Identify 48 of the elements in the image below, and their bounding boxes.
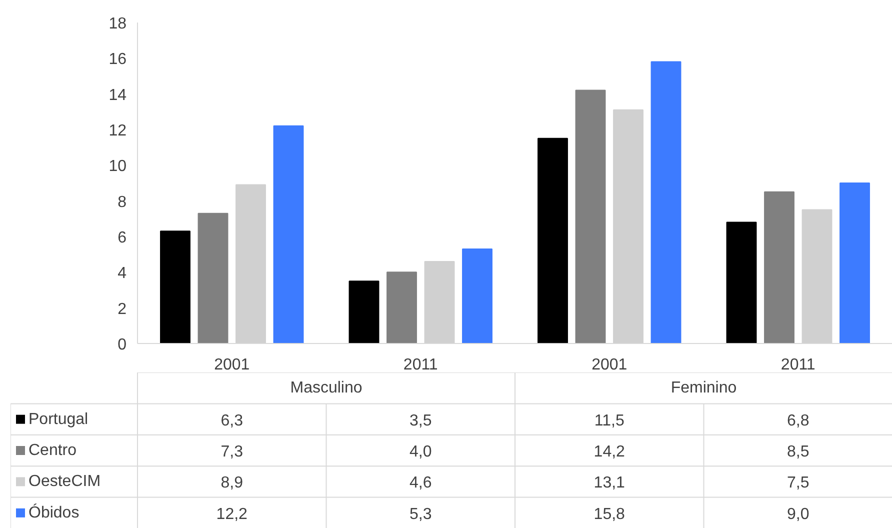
text: Feminino	[670, 380, 737, 397]
bar	[726, 222, 757, 344]
x-tick-label: 2011	[403, 356, 438, 374]
legend-label: OesteCIM	[28, 473, 101, 490]
data-label: 12,2	[216, 506, 248, 523]
data-label: 4,0	[410, 444, 432, 460]
data-label: 14,2	[594, 444, 626, 460]
y-tick-label: 12	[108, 122, 127, 140]
data-label: 15,8	[594, 506, 626, 523]
bar	[764, 191, 794, 344]
data-label: 7,3	[220, 444, 244, 460]
y-tick-label: 8	[118, 194, 127, 211]
y-tick-label: 0	[118, 336, 127, 354]
x-tick-label: 2011	[780, 356, 816, 374]
data-label: 13,1	[594, 474, 626, 492]
data-label: 5,3	[410, 506, 432, 523]
data-label: 6,3	[220, 412, 244, 430]
y-tick-label: 4	[118, 265, 127, 282]
text: Masculino	[290, 380, 362, 397]
data-label: 6,8	[787, 412, 810, 430]
y-tick-label: 10	[108, 158, 127, 176]
bar	[575, 90, 606, 344]
bar	[273, 125, 304, 344]
legend-label: Óbidos	[28, 503, 80, 522]
y-tick-label: 6	[118, 230, 127, 246]
data-label: 8,9	[220, 474, 244, 492]
bar	[198, 212, 228, 344]
bar	[650, 61, 682, 344]
data-label: 4,6	[410, 474, 432, 492]
y-tick-label: 16	[108, 51, 127, 68]
legend-label: Portugal	[28, 410, 88, 428]
data-label: 11,5	[594, 412, 624, 430]
y-tick-label: 18	[108, 16, 127, 32]
data-label: 7,5	[787, 474, 810, 492]
data-label: 8,5	[787, 444, 810, 460]
bar	[348, 280, 380, 344]
y-tick-label: 2	[118, 300, 127, 318]
data-label: 9,0	[787, 506, 810, 523]
legend-label: Centro	[28, 442, 77, 459]
x-tick-label: 2001	[214, 356, 250, 374]
data-label: 3,5	[410, 412, 432, 430]
bar	[386, 272, 417, 344]
bar	[160, 230, 190, 344]
bar	[462, 248, 492, 344]
x-tick-label: 2001	[592, 356, 628, 374]
bar	[840, 182, 870, 344]
y-tick-label: 14	[108, 86, 127, 104]
bar	[538, 138, 568, 344]
